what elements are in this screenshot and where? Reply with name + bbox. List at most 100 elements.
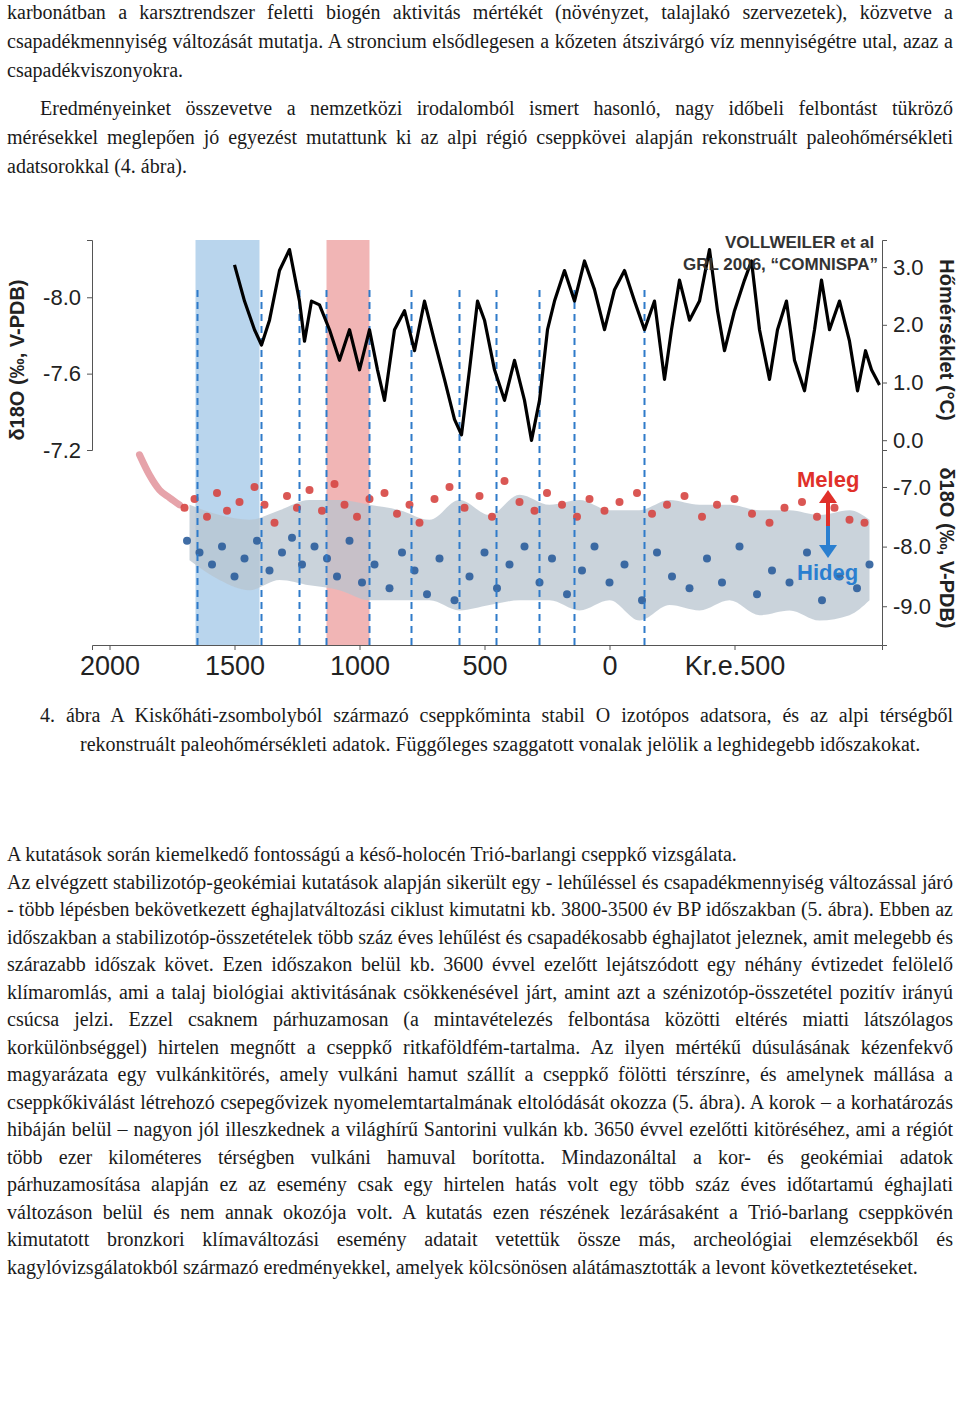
data-point — [781, 504, 789, 512]
tick: 0.0 — [882, 428, 924, 453]
upper-plot — [235, 250, 880, 441]
trend-line — [140, 455, 180, 505]
data-point — [663, 501, 671, 509]
range-area — [190, 495, 870, 621]
data-point — [371, 560, 379, 568]
tick: 1500 — [205, 645, 265, 681]
tick-mark — [882, 325, 887, 326]
data-point — [398, 549, 406, 557]
axis: -7.0-8.0-9.0 — [882, 451, 931, 646]
data-point — [516, 498, 524, 506]
tick-label: -7.0 — [893, 475, 931, 500]
tick-label: 1.0 — [893, 370, 924, 395]
data-point — [386, 584, 394, 592]
tick-label: 1500 — [205, 651, 265, 681]
tick-mark — [360, 645, 361, 650]
data-point — [681, 492, 689, 500]
cold-period-line — [369, 290, 371, 645]
data-point — [223, 507, 231, 515]
data-point — [668, 572, 676, 580]
tick: 1000 — [330, 645, 390, 681]
data-point — [431, 495, 439, 503]
data-point — [648, 510, 656, 518]
annotation: Meleg — [797, 467, 859, 492]
lower-plot — [140, 455, 874, 621]
caption: 4. ábra A Kiskőháti-zsombolyból származó… — [40, 701, 953, 758]
data-point — [748, 510, 756, 518]
tick-label: -7.2 — [43, 438, 81, 463]
data-point — [393, 510, 401, 518]
data-point — [353, 513, 361, 521]
tick-label: Kr.e.500 — [685, 651, 786, 681]
data-point — [798, 498, 806, 506]
axis: -8.0 -7.6 -7.2 — [43, 241, 92, 463]
cold-period-line — [459, 290, 461, 645]
data-point — [703, 555, 711, 563]
data-point — [481, 549, 489, 557]
arrow-warm — [826, 500, 830, 526]
tick-mark — [882, 440, 887, 441]
tick-label: -8.0 — [43, 285, 81, 310]
data-point — [278, 549, 286, 557]
tick-label: -8.0 — [893, 534, 931, 559]
data-point — [213, 489, 221, 497]
axis-line — [883, 451, 888, 646]
data-point — [476, 492, 484, 500]
data-point — [606, 578, 614, 586]
data-point — [586, 495, 594, 503]
data-point — [241, 555, 249, 563]
data-point — [558, 501, 566, 509]
data-point — [713, 501, 721, 509]
data-point — [731, 495, 739, 503]
data-point — [333, 572, 341, 580]
axis: 3.0 2.0 1.0 0.0 — [882, 241, 924, 453]
data-point — [718, 578, 726, 586]
data-point — [521, 543, 529, 551]
tick-mark — [882, 547, 887, 548]
data-point — [306, 486, 314, 494]
cold-period-line — [496, 290, 498, 645]
data-point — [506, 560, 514, 568]
data-point — [768, 566, 776, 574]
data-point — [548, 555, 556, 563]
tick-label: 0 — [602, 651, 617, 681]
axis-title: δ18O (‰, V-PDB) — [6, 279, 28, 440]
data-point — [578, 566, 586, 574]
data-point — [601, 507, 609, 515]
tick: 2.0 — [882, 312, 924, 337]
data-point — [736, 543, 744, 551]
data-point — [266, 566, 274, 574]
data-point — [853, 584, 861, 592]
tick-label: 2.0 — [893, 312, 924, 337]
tick-mark — [235, 645, 236, 650]
data-point — [358, 578, 366, 586]
tick-label: 1000 — [330, 651, 390, 681]
data-point — [271, 519, 279, 527]
tick-mark — [882, 487, 887, 488]
tick: -7.6 — [43, 361, 92, 386]
data-point — [311, 543, 319, 551]
data-point — [436, 555, 444, 563]
tick: Kr.e.500 — [685, 645, 786, 681]
data-point — [698, 513, 706, 521]
data-point — [451, 596, 459, 604]
page: {"paragraphs_top": ["karbonátban a karsz… — [0, 0, 960, 1414]
data-point — [218, 543, 226, 551]
axis-line — [87, 241, 93, 451]
data-point — [753, 590, 761, 598]
data-point — [831, 504, 839, 512]
caption-text: 4. ábra A Kiskőháti-zsombolyból származó… — [80, 701, 953, 758]
tick: 500 — [462, 645, 507, 681]
tick-label: 3.0 — [893, 255, 924, 280]
paragraph: Az elvégzett stabilizotóp-geokémiai kuta… — [7, 869, 953, 1282]
data-point — [818, 596, 826, 604]
data-point — [331, 480, 339, 488]
data-point — [466, 572, 474, 580]
cold-period-line — [326, 290, 328, 645]
data-point — [381, 489, 389, 497]
tick-mark — [87, 374, 92, 375]
record-line — [235, 250, 880, 441]
paragraph: Eredményeinket összevetve a nemzetközi i… — [7, 94, 953, 180]
tick-mark — [87, 450, 92, 451]
data-point — [283, 492, 291, 500]
